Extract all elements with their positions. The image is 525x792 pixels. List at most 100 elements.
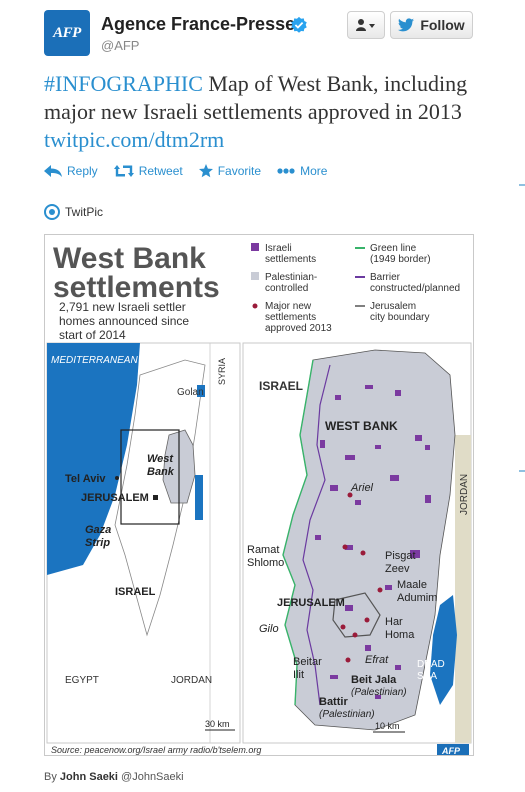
label-gilo: Gilo xyxy=(259,623,279,635)
major-settlement-dots xyxy=(340,492,383,663)
label-beitar-2: Ilit xyxy=(293,669,304,681)
label-deadsea-1: DEAD xyxy=(417,659,445,670)
label-maale-2: Adumim xyxy=(397,592,437,604)
legend-palestinian-1: Palestinian- xyxy=(265,272,317,283)
retweet-label: Retweet xyxy=(138,164,183,178)
legend-major-2: settlements xyxy=(265,312,316,323)
label-beitjala-2: (Palestinian) xyxy=(351,687,407,698)
label-battir-2: (Palestinian) xyxy=(319,709,375,720)
legend-settlements-2: settlements xyxy=(265,254,316,265)
label-westbank-right: WEST BANK xyxy=(325,419,398,433)
follow-button[interactable]: Follow xyxy=(390,11,473,39)
legend-major-3: approved 2013 xyxy=(265,323,332,334)
retweet-button[interactable]: Retweet xyxy=(113,164,183,178)
label-scale-left: 30 km xyxy=(205,719,230,729)
mediterranean-sea xyxy=(47,343,140,575)
label-beitar-1: Beitar xyxy=(293,656,322,668)
galilee-left xyxy=(197,385,205,397)
more-dots-icon xyxy=(277,168,295,174)
more-label: More xyxy=(300,164,328,178)
label-syria: SYRIA xyxy=(217,358,227,385)
byline-handle[interactable]: @JohnSaeki xyxy=(117,771,184,783)
label-pisgat-1: Pisgat xyxy=(385,550,416,562)
byline-prefix: By xyxy=(44,771,60,783)
legend-green-2: (1949 border) xyxy=(370,254,431,265)
legend-dot-major xyxy=(252,303,258,309)
reply-button[interactable]: Reply xyxy=(44,164,98,178)
label-ramat-1: Ramat xyxy=(247,544,279,556)
legend-settlements-1: Israeli xyxy=(265,243,292,254)
label-deadsea-2: SEA xyxy=(417,671,437,682)
afp-logo[interactable]: AFP xyxy=(44,10,90,56)
label-ariel: Ariel xyxy=(350,482,374,494)
retweet-icon xyxy=(113,165,134,177)
label-golan: Golan xyxy=(177,387,204,398)
label-battir-1: Battir xyxy=(319,696,348,708)
media-provider-label: TwitPic xyxy=(65,205,104,219)
info-subtitle-1: 2,791 new Israeli settler xyxy=(59,300,186,314)
label-beitjala-1: Beit Jala xyxy=(351,674,397,686)
legend-palestinian-2: controlled xyxy=(265,283,308,294)
tweet-text: #INFOGRAPHIC Map of West Bank, including… xyxy=(44,70,504,154)
tweet-body: Map of West Bank, including major new Is… xyxy=(44,71,468,124)
verified-badge-icon xyxy=(291,16,307,33)
legend-green-1: Green line xyxy=(370,243,417,254)
info-source: Source: peacenow.org/Israel army radio/b… xyxy=(51,745,261,755)
account-handle[interactable]: @AFP xyxy=(101,38,140,53)
byline: By John Saeki @JohnSaeki xyxy=(44,771,184,783)
label-westbank-left-2: Bank xyxy=(147,466,175,478)
star-icon xyxy=(198,164,213,178)
info-subtitle-2: homes announced since xyxy=(59,314,189,328)
media-provider[interactable]: TwitPic xyxy=(44,204,103,220)
legend-major-1: Major new xyxy=(265,301,312,312)
scroll-marker xyxy=(519,470,525,472)
label-pisgat-2: Zeev xyxy=(385,563,410,575)
legend-barrier-2: constructed/planned xyxy=(370,283,460,294)
right-map: ISRAEL WEST BANK Ariel Ramat Shlomo Pisg… xyxy=(242,342,472,744)
settlement-patches xyxy=(315,385,431,699)
label-jordan-left: JORDAN xyxy=(171,675,212,686)
favorite-label: Favorite xyxy=(217,164,262,178)
account-name[interactable]: Agence France-Presse xyxy=(101,14,296,34)
label-jerusalem-right: JERUSALEM xyxy=(277,597,345,609)
reply-icon xyxy=(44,165,62,177)
label-egypt: EGYPT xyxy=(65,675,99,686)
hashtag-link[interactable]: #INFOGRAPHIC xyxy=(44,71,203,96)
reply-label: Reply xyxy=(67,164,98,178)
jerusalem-boundary xyxy=(332,592,381,638)
label-mediterranean: MEDITERRANEAN xyxy=(51,355,138,366)
label-scale-right: 10 km xyxy=(375,721,400,731)
info-title-2: settlements xyxy=(53,271,220,304)
afp-credit-logo xyxy=(437,744,469,755)
legend-swatch-palestinian xyxy=(251,272,259,280)
label-efrat: Efrat xyxy=(365,654,389,666)
tweet-actions: Reply Retweet Favorite More xyxy=(44,164,327,178)
user-dropdown-icon xyxy=(356,19,375,31)
legend-swatch-settlements xyxy=(251,243,259,251)
infographic-image[interactable]: West Bank settlements 2,791 new Israeli … xyxy=(44,234,474,756)
follow-label: Follow xyxy=(420,17,465,33)
label-israel-right: ISRAEL xyxy=(259,379,303,393)
byline-author[interactable]: John Saeki xyxy=(59,771,118,783)
label-jordan-right: JORDAN xyxy=(459,474,470,515)
label-jerusalem-left: JERUSALEM xyxy=(81,492,149,504)
label-israel-left: ISRAEL xyxy=(115,586,156,598)
label-ramat-2: Shlomo xyxy=(247,557,284,569)
legend-jer-2: city boundary xyxy=(370,312,429,323)
green-line xyxy=(282,359,314,706)
more-button[interactable]: More xyxy=(277,164,327,178)
dead-sea-right xyxy=(430,595,457,705)
israel-land xyxy=(114,359,206,637)
info-subtitle-3: start of 2014 xyxy=(59,328,126,342)
favorite-button[interactable]: Favorite xyxy=(198,164,262,178)
user-dropdown-button[interactable] xyxy=(347,11,385,39)
label-maale-1: Maale xyxy=(397,579,427,591)
scroll-marker xyxy=(519,184,525,186)
inset-frame xyxy=(120,429,180,525)
legend-barrier-1: Barrier xyxy=(370,272,401,283)
info-title-1: West Bank xyxy=(53,242,206,275)
twitter-bird-icon xyxy=(398,18,415,32)
twitpic-link[interactable]: twitpic.com/dtm2rm xyxy=(44,127,225,152)
map-legend: Israeli settlements Palestinian- control… xyxy=(251,243,460,334)
label-har-2: Homa xyxy=(385,629,415,641)
